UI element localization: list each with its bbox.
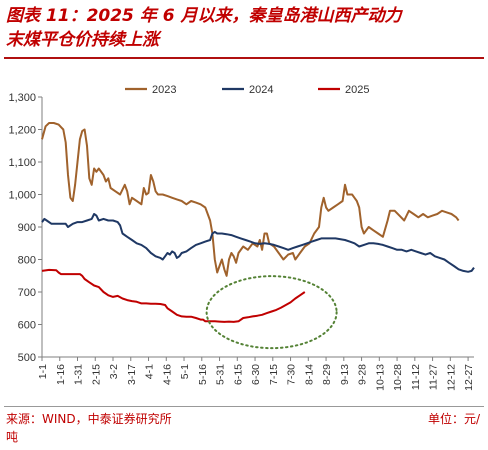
- x-tick-label: 10-13: [374, 364, 386, 391]
- x-tick-label: 12-12: [445, 364, 457, 391]
- series-line-2023: [41, 122, 460, 277]
- chart-legend: 2023 2024 2025: [125, 84, 369, 96]
- x-tick-label: 8-14: [303, 364, 315, 385]
- x-tick-label: 3-17: [126, 364, 138, 385]
- x-tick-label: 1-1: [37, 364, 49, 379]
- y-tick-label: 600: [18, 320, 36, 332]
- x-tick-label: 7-15: [268, 364, 280, 385]
- highlight-ellipse: [205, 275, 338, 350]
- y-tick-label: 800: [18, 255, 36, 267]
- x-tick-label: 6-30: [250, 364, 262, 385]
- chart-annotations: [205, 275, 338, 350]
- series-line-2025: [41, 268, 306, 323]
- source-note: 来源：WIND，中泰证券研究所: [6, 412, 172, 426]
- x-tick-label: 12-27: [463, 364, 475, 391]
- x-tick-label: 8-29: [321, 364, 333, 385]
- x-tick-label: 11-27: [428, 364, 440, 390]
- x-tick-label: 1-16: [55, 364, 67, 385]
- legend-label-2025: 2025: [345, 84, 369, 96]
- y-tick-label: 500: [18, 352, 36, 364]
- legend-label-2024: 2024: [249, 84, 273, 96]
- x-tick-label: 9-13: [339, 364, 351, 385]
- y-tick-label: 1,200: [8, 125, 36, 137]
- x-tick-label: 4-16: [161, 364, 173, 385]
- y-tick-label: 900: [18, 222, 36, 234]
- y-tick-label: 1,000: [8, 190, 36, 202]
- chart-title: 图表 11：2025 年 6 月以来，秦皇岛港山西产动力 末煤平仓价持续上涨: [6, 4, 484, 52]
- y-tick-label: 1,300: [8, 92, 36, 104]
- title-line-1: 图表 11：2025 年 6 月以来，秦皇岛港山西产动力: [6, 6, 402, 26]
- y-tick-label: 1,100: [8, 157, 36, 169]
- footer-divider: [4, 406, 484, 407]
- unit-note: 单位：元/: [427, 412, 480, 426]
- x-tick-label: 5-31: [215, 364, 227, 385]
- x-tick-label: 5-16: [197, 364, 209, 385]
- x-tick-label: 7-30: [286, 364, 298, 385]
- x-tick-label: 3-2: [108, 364, 120, 379]
- unit-note-continued: 吨: [6, 430, 19, 444]
- chart-axes: 500 600 700 800 900 1,000 1,100 1,200 1,300 1-1 1-…: [8, 92, 475, 391]
- x-tick-label: 9-28: [357, 364, 369, 385]
- x-tick-label: 2-15: [90, 364, 102, 385]
- chart-series: [41, 122, 475, 323]
- x-tick-label: 11-12: [410, 364, 422, 390]
- x-tick-label: 6-15: [232, 364, 244, 385]
- title-divider: [4, 57, 484, 59]
- x-tick-label: 1-31: [73, 364, 85, 385]
- series-line-2024: [41, 213, 475, 273]
- line-chart: 500 600 700 800 900 1,000 1,100 1,200 1,300 1-1 1-…: [8, 84, 475, 391]
- legend-label-2023: 2023: [152, 84, 176, 96]
- title-line-2: 末煤平仓价持续上涨: [6, 30, 159, 50]
- x-tick-label: 5-1: [179, 364, 191, 379]
- y-tick-label: 700: [18, 287, 36, 299]
- x-tick-label: 4-1: [144, 364, 156, 379]
- x-tick-label: 10-28: [392, 364, 404, 391]
